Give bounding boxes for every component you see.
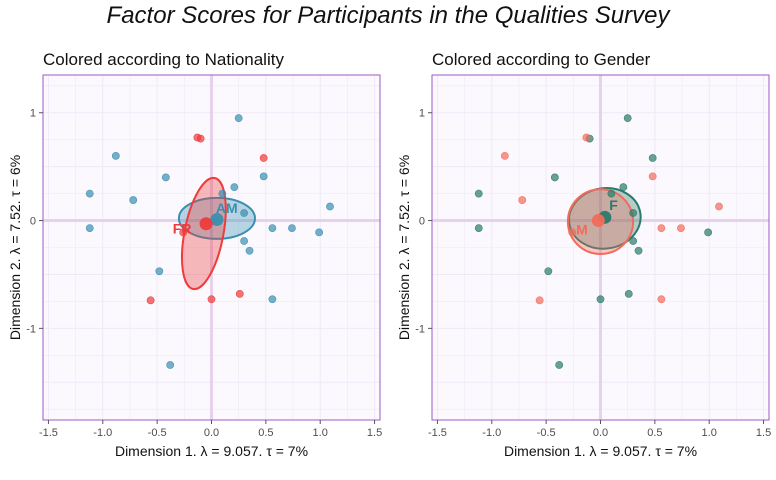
x-tick-label: 1.5 bbox=[367, 427, 382, 439]
y-tick-label: -1 bbox=[26, 323, 36, 335]
x-tick-label: 0.0 bbox=[204, 427, 219, 439]
point-fr bbox=[207, 295, 216, 304]
point-fr bbox=[179, 228, 188, 237]
point-fr bbox=[146, 296, 155, 305]
y-tick-label: 1 bbox=[30, 108, 36, 120]
x-tick-label: 1.5 bbox=[756, 427, 771, 439]
point-f bbox=[474, 189, 483, 198]
x-tick-label: 0.0 bbox=[593, 427, 608, 439]
point-am bbox=[288, 224, 296, 232]
point-m bbox=[500, 151, 509, 160]
group-label-m: M bbox=[576, 222, 588, 238]
point-f bbox=[619, 183, 628, 192]
point-am bbox=[129, 196, 138, 204]
y-tick-label: 1 bbox=[419, 108, 425, 120]
point-m bbox=[657, 224, 666, 232]
point-f bbox=[624, 289, 633, 298]
point-f bbox=[555, 361, 564, 369]
mean-point-m bbox=[591, 214, 605, 228]
point-f bbox=[648, 154, 657, 162]
point-f bbox=[629, 209, 638, 217]
point-fr bbox=[196, 134, 205, 143]
group-label-f: F bbox=[609, 197, 618, 213]
point-am bbox=[166, 361, 175, 369]
point-f bbox=[623, 114, 632, 123]
point-fr bbox=[259, 154, 268, 162]
panel-0: -1.5 -1.0 -0.5 0.0 0.5 1.0 1.5 1 0 -1 Dimension 1.… bbox=[7, 74, 382, 459]
point-m bbox=[582, 133, 591, 142]
point-am bbox=[230, 183, 239, 192]
x-tick-label: -0.5 bbox=[537, 427, 556, 439]
y-tick-label: -1 bbox=[415, 323, 425, 335]
group-label-fr: FR bbox=[173, 220, 192, 236]
x-tick-label: 0.5 bbox=[258, 427, 273, 439]
point-m bbox=[715, 202, 723, 211]
point-am bbox=[161, 173, 170, 182]
point-am bbox=[268, 224, 277, 232]
x-tick-label: -1.0 bbox=[482, 427, 501, 439]
x-tick-label: -1.0 bbox=[93, 427, 112, 439]
point-m bbox=[518, 196, 527, 204]
point-am bbox=[155, 267, 164, 276]
point-am bbox=[240, 237, 249, 245]
point-f bbox=[704, 228, 713, 237]
point-am bbox=[268, 295, 277, 304]
point-am bbox=[85, 224, 94, 232]
x-tick-label: 0.5 bbox=[647, 427, 662, 439]
point-am bbox=[218, 189, 227, 198]
x-tick-label: -0.5 bbox=[148, 427, 167, 439]
panel-1: -1.5 -1.0 -0.5 0.0 0.5 1.0 1.5 1 0 -1 Dimension 1.… bbox=[396, 74, 771, 459]
point-am bbox=[240, 209, 249, 217]
mean-point-am bbox=[210, 212, 224, 226]
point-f bbox=[607, 189, 616, 198]
point-am bbox=[315, 228, 324, 237]
point-m bbox=[648, 172, 657, 181]
point-am bbox=[259, 172, 268, 181]
panel-title-nationality: Colored according to Nationality bbox=[43, 50, 284, 69]
point-m bbox=[677, 224, 685, 232]
point-m bbox=[568, 228, 577, 237]
point-am bbox=[85, 189, 94, 198]
main-title: Factor Scores for Participants in the Qu… bbox=[106, 2, 670, 29]
point-am bbox=[234, 114, 243, 123]
point-f bbox=[629, 237, 638, 245]
point-f bbox=[474, 224, 483, 232]
x-tick-label: -1.5 bbox=[39, 427, 58, 439]
point-am bbox=[245, 246, 254, 255]
point-f bbox=[544, 267, 553, 276]
point-m bbox=[535, 296, 544, 305]
point-am bbox=[326, 202, 334, 211]
point-f bbox=[550, 173, 559, 182]
x-tick-label: 1.0 bbox=[313, 427, 328, 439]
y-axis-label: Dimension 2. λ = 7.52. τ = 6% bbox=[7, 155, 23, 340]
point-f bbox=[634, 246, 643, 255]
point-m bbox=[657, 295, 666, 304]
x-tick-label: -1.5 bbox=[428, 427, 447, 439]
point-am bbox=[111, 151, 120, 160]
x-axis-label: Dimension 1. λ = 9.057. τ = 7% bbox=[115, 443, 308, 459]
group-label-am: AM bbox=[216, 200, 238, 216]
y-tick-label: 0 bbox=[30, 216, 36, 228]
y-tick-label: 0 bbox=[419, 216, 425, 228]
point-f bbox=[596, 295, 605, 304]
mean-point-fr bbox=[199, 217, 213, 231]
panel-title-gender: Colored according to Gender bbox=[432, 50, 651, 69]
x-axis-label: Dimension 1. λ = 9.057. τ = 7% bbox=[504, 443, 697, 459]
y-axis-label: Dimension 2. λ = 7.52. τ = 6% bbox=[396, 155, 412, 340]
x-tick-label: 1.0 bbox=[702, 427, 717, 439]
point-fr bbox=[235, 289, 244, 298]
